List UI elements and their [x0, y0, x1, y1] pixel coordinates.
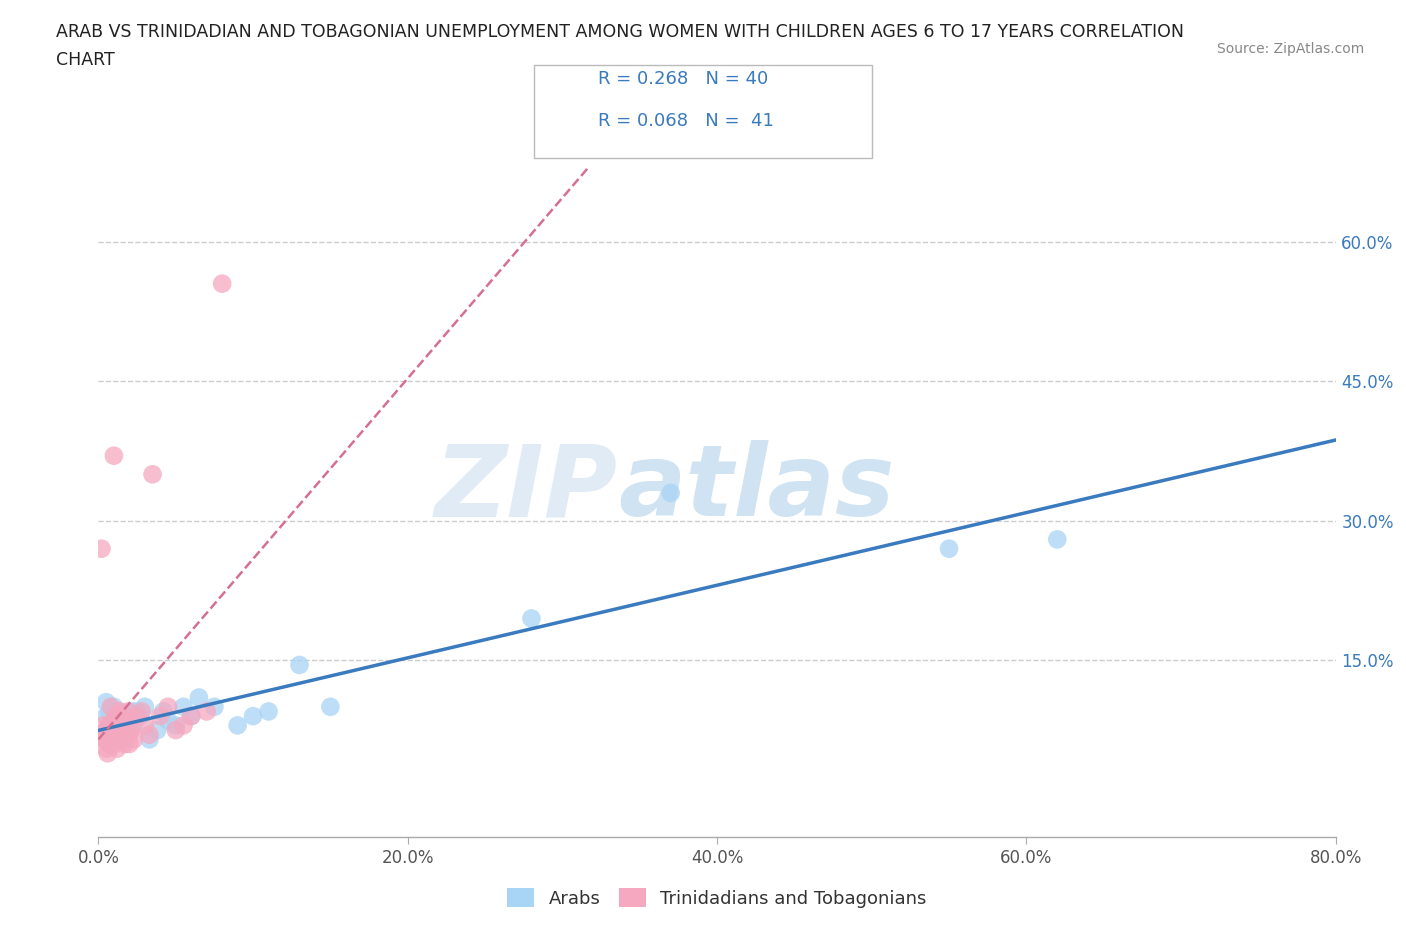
Point: [117, 704, 139, 719]
Point: [211, 276, 233, 291]
Point: [100, 718, 122, 733]
Point: [111, 709, 134, 724]
Point: [257, 704, 280, 719]
Point: [127, 709, 149, 724]
Point: [226, 718, 249, 733]
Point: [288, 658, 311, 672]
Point: [122, 718, 145, 733]
Point: [105, 718, 128, 733]
Point: [103, 448, 125, 463]
Point: [118, 727, 141, 742]
Point: [107, 704, 129, 719]
Point: [121, 704, 143, 719]
Point: [242, 709, 264, 724]
Point: [98, 723, 121, 737]
Point: [114, 723, 136, 737]
Point: [96, 732, 118, 747]
Point: [157, 699, 180, 714]
Point: [129, 709, 152, 724]
Point: [111, 718, 134, 733]
Point: [134, 699, 156, 714]
Point: [103, 727, 125, 742]
Point: [188, 690, 211, 705]
Point: [195, 704, 218, 719]
Point: [103, 699, 125, 714]
Point: [93, 732, 115, 747]
Point: [96, 741, 118, 756]
Point: [131, 704, 153, 719]
Point: [112, 709, 135, 724]
Point: [96, 723, 118, 737]
Point: [115, 727, 138, 742]
Point: [165, 718, 187, 733]
Point: [138, 732, 160, 747]
Point: [115, 713, 138, 728]
Point: [103, 737, 125, 751]
Point: [938, 541, 960, 556]
Point: [173, 718, 195, 733]
Point: [98, 718, 121, 733]
Text: CHART: CHART: [56, 51, 115, 69]
Point: [659, 485, 682, 500]
Point: [107, 718, 129, 733]
Point: [100, 699, 122, 714]
Legend: Arabs, Trinidadians and Tobagonians: Arabs, Trinidadians and Tobagonians: [501, 882, 934, 915]
Point: [111, 732, 134, 747]
Point: [118, 713, 141, 728]
Point: [180, 709, 202, 724]
Point: [91, 718, 114, 733]
Point: [134, 718, 156, 733]
Point: [204, 699, 226, 714]
Point: [100, 718, 122, 733]
Point: [520, 611, 543, 626]
Text: ZIP: ZIP: [434, 440, 619, 538]
Point: [96, 709, 118, 724]
Point: [112, 723, 135, 737]
Point: [104, 709, 127, 724]
Point: [146, 723, 169, 737]
Point: [98, 704, 121, 719]
Point: [118, 737, 141, 751]
Point: [104, 727, 127, 742]
Point: [157, 713, 180, 728]
Point: [122, 732, 145, 747]
Point: [96, 695, 118, 710]
Point: [101, 723, 124, 737]
Text: atlas: atlas: [619, 440, 894, 538]
Point: [100, 732, 122, 747]
Point: [142, 467, 165, 482]
Point: [152, 704, 174, 719]
Point: [105, 741, 128, 756]
Text: R = 0.268   N = 40: R = 0.268 N = 40: [598, 70, 768, 88]
Point: [108, 704, 131, 719]
Point: [114, 737, 136, 751]
Text: ARAB VS TRINIDADIAN AND TOBAGONIAN UNEMPLOYMENT AMONG WOMEN WITH CHILDREN AGES 6: ARAB VS TRINIDADIAN AND TOBAGONIAN UNEMP…: [56, 23, 1184, 41]
Point: [319, 699, 342, 714]
Point: [127, 704, 149, 719]
Point: [111, 732, 134, 747]
Point: [180, 709, 202, 724]
Point: [165, 723, 187, 737]
Point: [149, 709, 172, 724]
Point: [90, 727, 112, 742]
Point: [120, 723, 142, 737]
Point: [173, 699, 195, 714]
Point: [1046, 532, 1069, 547]
Point: [103, 713, 125, 728]
Point: [98, 737, 121, 751]
Text: R = 0.068   N =  41: R = 0.068 N = 41: [598, 112, 773, 130]
Text: Source: ZipAtlas.com: Source: ZipAtlas.com: [1216, 42, 1364, 56]
Point: [97, 746, 120, 761]
Point: [100, 737, 122, 751]
Point: [90, 541, 112, 556]
Point: [138, 727, 160, 742]
